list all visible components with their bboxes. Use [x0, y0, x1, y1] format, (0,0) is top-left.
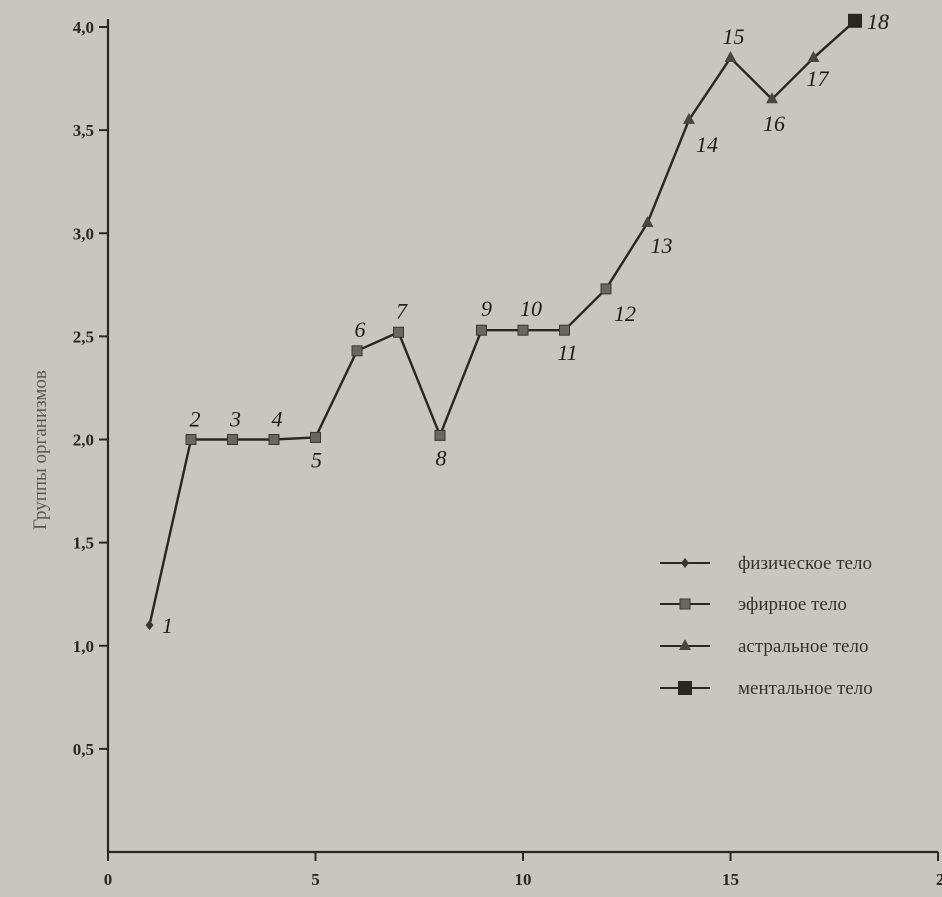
data-point — [227, 434, 238, 445]
point-label: 18 — [867, 9, 889, 34]
data-point — [145, 620, 154, 631]
x-tick-label: 10 — [515, 870, 532, 889]
data-point — [268, 434, 280, 445]
data-point — [848, 13, 862, 28]
point-label: 5 — [311, 447, 322, 472]
series-line — [148, 19, 856, 626]
x-tick-label: 5 — [311, 870, 320, 889]
data-point — [476, 324, 487, 336]
data-point — [517, 324, 529, 336]
legend-label: астральное тело — [738, 636, 868, 657]
y-tick-label: 1,5 — [73, 534, 94, 553]
y-axis-label: Группы организмов — [30, 370, 51, 530]
x-tick-label: 0 — [104, 870, 113, 889]
data-point — [393, 326, 404, 338]
point-label: 3 — [229, 407, 241, 432]
data-point — [641, 215, 654, 227]
point-label: 7 — [396, 298, 408, 323]
markers — [145, 13, 862, 631]
x-tick-label: 15 — [722, 870, 739, 889]
legend-marker — [678, 681, 692, 695]
legend-marker — [681, 558, 689, 568]
legend-label: эфирное тело — [738, 594, 847, 615]
data-point — [766, 92, 778, 104]
y-tick-label: 2,5 — [73, 327, 94, 346]
data-point — [559, 324, 570, 336]
point-label: 2 — [190, 407, 201, 432]
y-tick-label: 3,5 — [73, 121, 94, 140]
point-label: 11 — [557, 340, 577, 365]
data-point — [724, 50, 737, 62]
data-line — [148, 19, 856, 626]
axes: 0,51,01,52,02,53,03,54,005101520 — [73, 18, 942, 889]
point-label: 4 — [272, 407, 283, 432]
legend: физическое тело эфирное тело астральное те… — [660, 553, 873, 699]
point-label: 17 — [807, 66, 830, 91]
point-label: 6 — [355, 317, 366, 342]
y-tick-label: 4,0 — [73, 18, 94, 37]
y-tick-label: 0,5 — [73, 740, 94, 759]
x-tick-label: 20 — [936, 870, 942, 889]
data-point — [600, 283, 612, 295]
data-point — [807, 50, 820, 62]
legend-marker — [679, 639, 691, 650]
point-label: 16 — [763, 111, 785, 136]
data-point — [351, 345, 363, 357]
y-tick-label: 2,0 — [73, 431, 94, 450]
y-tick-label: 1,0 — [73, 637, 94, 656]
data-point — [683, 112, 695, 124]
legend-label: физическое тело — [738, 553, 872, 574]
point-label: 10 — [520, 296, 542, 321]
data-point — [310, 431, 321, 443]
point-label: 12 — [614, 301, 636, 326]
point-label: 9 — [481, 296, 492, 321]
point-label: 1 — [162, 613, 173, 638]
y-tick-label: 3,0 — [73, 224, 94, 243]
legend-label: ментальное тело — [738, 678, 873, 699]
data-point — [185, 434, 197, 445]
point-label: 8 — [436, 445, 447, 470]
data-point — [434, 429, 446, 441]
point-label: 15 — [723, 24, 745, 49]
legend-marker — [679, 598, 691, 610]
point-label: 13 — [651, 233, 673, 258]
point-label: 14 — [696, 132, 718, 157]
